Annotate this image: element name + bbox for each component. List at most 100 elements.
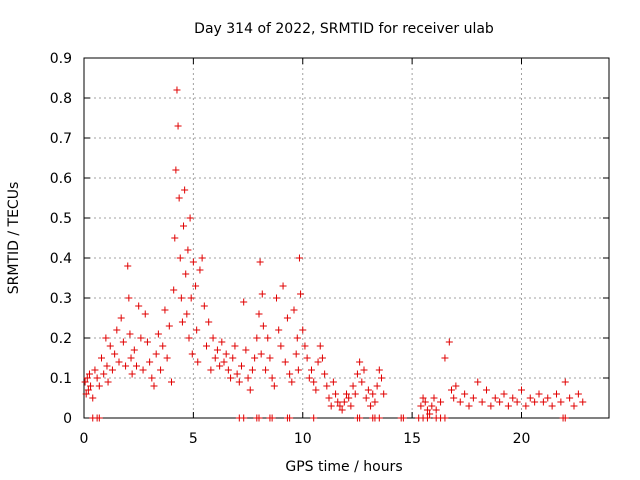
y-tick-label: 0.9 <box>50 51 72 67</box>
data-point <box>334 398 342 406</box>
data-point <box>196 266 204 274</box>
data-point <box>423 414 431 422</box>
data-point <box>180 222 188 230</box>
data-point <box>301 342 309 350</box>
data-point <box>170 286 178 294</box>
data-point <box>327 402 335 410</box>
data-point <box>137 334 145 342</box>
data-point <box>294 366 302 374</box>
data-point <box>184 246 192 254</box>
data-point <box>203 342 210 350</box>
data-point <box>235 378 243 386</box>
data-point <box>111 350 119 358</box>
data-point <box>233 370 241 378</box>
data-point <box>188 350 196 358</box>
data-point <box>81 378 89 386</box>
data-point <box>513 398 521 406</box>
data-point <box>98 354 105 362</box>
data-point <box>316 342 324 350</box>
data-point <box>432 406 440 414</box>
data-point <box>340 398 348 406</box>
data-point <box>106 342 114 350</box>
data-point <box>423 406 431 414</box>
data-point <box>268 374 276 382</box>
data-point <box>168 378 175 386</box>
data-point <box>227 374 235 382</box>
data-point <box>332 390 340 398</box>
plot-frame <box>83 57 610 419</box>
x-axis-label: GPS time / hours <box>285 459 402 475</box>
data-points <box>81 86 587 422</box>
data-point <box>95 382 103 390</box>
data-point <box>175 194 183 202</box>
y-tick-label: 0.4 <box>50 251 72 267</box>
data-point <box>417 402 425 410</box>
data-point <box>445 338 453 346</box>
data-point <box>95 414 103 422</box>
y-tick-label: 0.2 <box>50 331 72 347</box>
data-point <box>218 338 226 346</box>
data-point <box>288 378 296 386</box>
data-point <box>437 398 445 406</box>
data-point <box>557 398 565 406</box>
data-point <box>148 374 156 382</box>
data-point <box>277 342 285 350</box>
data-point <box>329 378 337 386</box>
data-point <box>143 338 151 346</box>
data-point <box>194 358 202 366</box>
data-point <box>570 402 578 410</box>
data-point <box>207 366 215 374</box>
data-point <box>211 354 219 362</box>
data-point <box>113 326 121 334</box>
data-point <box>216 362 224 370</box>
data-point <box>213 346 221 354</box>
data-point <box>253 334 261 342</box>
data-point <box>240 414 248 422</box>
data-point <box>251 354 259 362</box>
data-point <box>174 122 182 130</box>
data-point <box>461 390 469 398</box>
data-point <box>561 378 569 386</box>
data-point <box>152 350 160 358</box>
data-point <box>255 310 263 318</box>
data-point <box>242 346 250 354</box>
data-point <box>193 326 201 334</box>
data-point <box>469 394 477 402</box>
data-point <box>126 330 134 338</box>
data-point <box>125 294 133 302</box>
data-point <box>371 398 379 406</box>
data-point <box>122 362 130 370</box>
data-point <box>338 406 346 414</box>
data-point <box>84 386 92 394</box>
data-point <box>369 390 377 398</box>
data-point <box>491 394 499 402</box>
data-point <box>281 358 289 366</box>
y-tick-label: 0.8 <box>50 91 72 107</box>
data-point <box>323 382 331 390</box>
data-point <box>209 334 217 342</box>
data-point <box>295 254 303 262</box>
data-point <box>351 390 359 398</box>
data-point <box>231 342 239 350</box>
data-point <box>255 414 263 422</box>
data-point <box>128 370 136 378</box>
y-tick-labels: 0 0.1 0.2 0.3 0.4 0.5 0.6 0.7 0.8 0.9 <box>50 51 72 427</box>
data-point <box>448 386 455 394</box>
data-point <box>531 398 539 406</box>
grid-lines <box>84 58 609 418</box>
data-point <box>286 414 294 422</box>
y-tick-label: 0.3 <box>50 291 72 307</box>
data-point <box>224 366 232 374</box>
data-point <box>182 270 190 278</box>
data-point <box>356 358 364 366</box>
data-point <box>380 390 388 398</box>
data-point <box>314 358 322 366</box>
data-point <box>430 394 438 402</box>
data-point <box>553 390 560 398</box>
data-point <box>205 318 213 326</box>
data-point <box>375 414 383 422</box>
data-point <box>441 354 449 362</box>
data-point <box>441 414 449 422</box>
data-point <box>222 350 230 358</box>
